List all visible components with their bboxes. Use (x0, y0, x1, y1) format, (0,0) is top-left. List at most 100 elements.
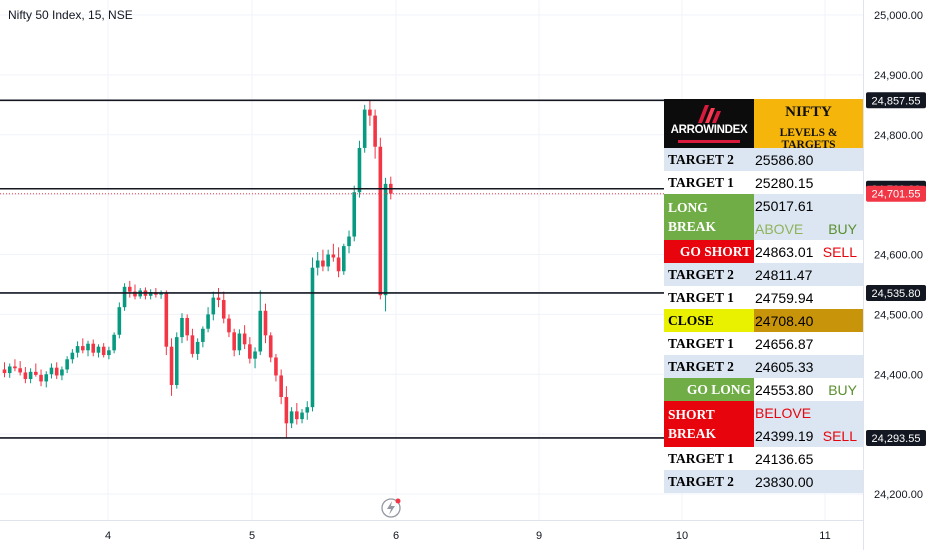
candle-body (378, 146, 383, 296)
target-value: 24136.65 (755, 450, 814, 467)
candle-body (310, 267, 315, 408)
go-long-action: BUY (828, 381, 857, 398)
go-short-values: 24863.01 SELL (754, 240, 863, 263)
candle-body (362, 109, 367, 148)
candle-body (49, 367, 54, 375)
candle-body (127, 286, 132, 292)
candle-body (242, 333, 247, 345)
candle-body (373, 115, 377, 147)
arrow-logo-icon (698, 105, 721, 123)
short-target-1-row: TARGET 1 24759.94 (664, 286, 863, 309)
price-tag-label: 24,857.55 (872, 95, 921, 107)
candle-body (253, 351, 257, 359)
lightning-bolt-icon (387, 501, 395, 515)
brand-underline (678, 140, 740, 143)
candle-body (321, 260, 325, 267)
candle-body (54, 367, 59, 376)
candle-body (274, 357, 278, 376)
target-value: 24656.87 (755, 335, 814, 352)
long-break-action: BUY (828, 220, 857, 237)
candle-body (44, 374, 49, 382)
target-label: TARGET 1 (668, 174, 734, 190)
go-long-label: GO LONG (664, 378, 754, 401)
candle-body (174, 337, 179, 386)
target-value: 25586.80 (755, 151, 814, 168)
candle-body (75, 346, 80, 353)
target-value: 24759.94 (755, 289, 814, 306)
candle-body (133, 291, 137, 297)
candle-body (148, 292, 153, 296)
long-break-label-line2: BREAK (668, 219, 717, 234)
price-tick-label: 24,200.00 (874, 489, 923, 501)
candle-body (237, 333, 242, 351)
go-short-value: 24863.01 (755, 243, 814, 260)
notification-dot-icon (395, 498, 401, 504)
long-target-2-row: TARGET 2 24605.33 (664, 355, 863, 378)
candle-body (326, 254, 330, 267)
time-tick-label: 5 (249, 530, 255, 542)
candle-body (86, 343, 90, 351)
price-tag-label: 24,293.55 (872, 433, 921, 445)
candle-body (221, 300, 226, 319)
candle-body (258, 310, 263, 352)
time-tick-label: 4 (105, 530, 111, 542)
candle-body (206, 314, 210, 329)
short-break-block: SHORT BREAK BELOVE 24399.19 SELL (664, 401, 863, 447)
go-long-values: 24553.80 BUY (754, 378, 863, 401)
candle-body (347, 236, 351, 247)
long-break-command: ABOVE BUY (754, 217, 863, 240)
candle-body (70, 352, 75, 360)
symbol-title: Nifty 50 Index, 15, NSE (8, 8, 133, 22)
lower-target-1-row: TARGET 1 24136.65 (664, 447, 863, 470)
candle-body (39, 374, 43, 382)
candle-body (2, 369, 7, 374)
candle-body (300, 412, 304, 420)
candle-body (201, 328, 205, 342)
go-long-value: 24553.80 (755, 381, 814, 398)
price-tick-label: 25,000.00 (874, 10, 923, 22)
target-label: TARGET 1 (668, 335, 734, 351)
candle-body (336, 257, 341, 272)
candle-body (263, 310, 268, 336)
lightning-icon[interactable] (381, 498, 401, 518)
candle-body (107, 350, 111, 356)
candle-body (227, 318, 231, 333)
target-label: TARGET 2 (668, 358, 734, 374)
candle-body (216, 297, 221, 301)
panel-title-block: NIFTY LEVELS & TARGETS (754, 99, 863, 151)
brand-name: ARROWINDEX (670, 124, 748, 136)
candle-body (248, 344, 252, 359)
price-tag-label: 24,701.55 (872, 189, 921, 201)
upper-target-1-row: TARGET 1 25280.15 (664, 171, 863, 194)
short-break-command: 24399.19 SELL (754, 424, 863, 447)
target-value: 24811.47 (755, 266, 813, 283)
short-target-2-row: TARGET 2 24811.47 (664, 263, 863, 286)
candle-body (232, 332, 236, 351)
candle-body (268, 335, 273, 358)
price-tick-label: 24,600.00 (874, 250, 923, 262)
candle-body (122, 286, 127, 308)
levels-panel: ARROWINDEX NIFTY LEVELS & TARGETS TARGET… (664, 99, 863, 493)
short-break-values: BELOVE 24399.19 SELL (754, 401, 863, 447)
candle-body (91, 343, 96, 353)
candle-body (180, 317, 184, 338)
go-long-row: GO LONG 24553.80 BUY (664, 378, 863, 401)
time-tick-label: 10 (676, 530, 688, 542)
go-short-action: SELL (822, 243, 857, 260)
price-tag (866, 92, 926, 109)
target-label: TARGET 1 (668, 450, 734, 466)
close-value: 24708.40 (755, 312, 814, 329)
time-tick-label: 11 (819, 530, 830, 542)
price-tick-label: 24,500.00 (874, 309, 923, 321)
price-tick-label: 24,800.00 (874, 130, 923, 142)
candle-body (190, 335, 195, 354)
price-tick-label: 24,900.00 (874, 70, 923, 82)
long-target-1-row: TARGET 1 24656.87 (664, 332, 863, 355)
candle-body (284, 397, 289, 424)
go-short-label: GO SHORT (664, 240, 754, 263)
candle-body (13, 366, 17, 369)
candle-body (331, 254, 336, 258)
candle-body (195, 341, 200, 354)
go-short-row: GO SHORT 24863.01 SELL (664, 240, 863, 263)
